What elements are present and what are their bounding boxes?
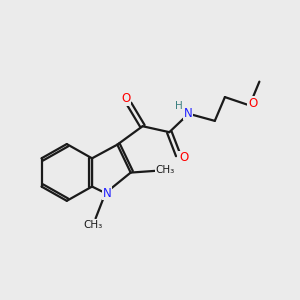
Text: O: O (248, 97, 257, 110)
Text: O: O (122, 92, 131, 105)
Text: CH₃: CH₃ (84, 220, 103, 230)
Text: H: H (175, 101, 183, 111)
Text: N: N (184, 106, 192, 120)
Text: CH₃: CH₃ (155, 165, 175, 175)
Text: N: N (103, 187, 111, 200)
Text: O: O (179, 151, 188, 164)
